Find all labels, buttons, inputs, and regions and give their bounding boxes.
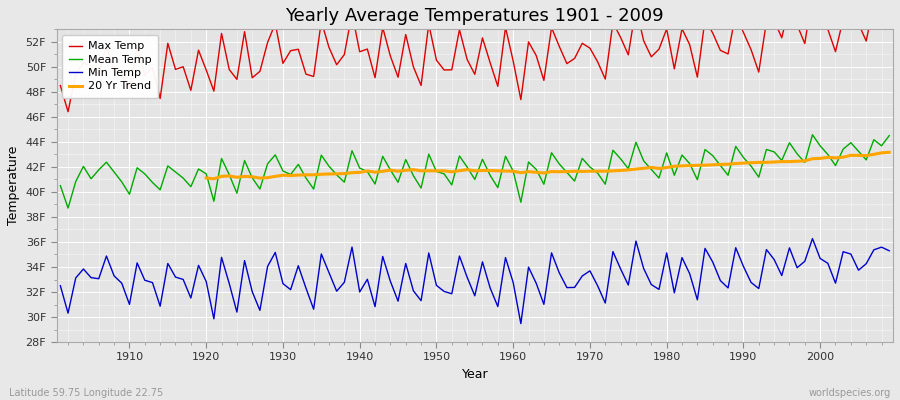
Line: Min Temp: Min Temp xyxy=(60,239,889,324)
Mean Temp xyxy=(807,132,818,137)
Min Temp xyxy=(608,249,618,254)
Text: worldspecies.org: worldspecies.org xyxy=(809,388,891,398)
Mean Temp xyxy=(339,180,350,184)
Min Temp xyxy=(285,287,296,292)
Max Temp xyxy=(508,58,518,63)
20 Yr Trend xyxy=(301,172,311,177)
Line: Max Temp: Max Temp xyxy=(60,0,889,112)
20 Yr Trend xyxy=(209,176,220,181)
Mean Temp xyxy=(63,206,74,210)
Min Temp xyxy=(116,281,127,286)
20 Yr Trend xyxy=(416,168,427,173)
Mean Temp xyxy=(292,162,303,167)
Mean Temp xyxy=(516,200,526,205)
20 Yr Trend xyxy=(884,150,895,155)
Min Temp xyxy=(516,321,526,326)
Min Temp xyxy=(807,236,818,241)
Min Temp xyxy=(55,283,66,288)
Title: Yearly Average Temperatures 1901 - 2009: Yearly Average Temperatures 1901 - 2009 xyxy=(285,7,664,25)
Min Temp xyxy=(331,289,342,294)
Max Temp xyxy=(608,20,618,25)
Mean Temp xyxy=(55,183,66,188)
X-axis label: Year: Year xyxy=(462,368,488,381)
Max Temp xyxy=(339,52,350,57)
Max Temp xyxy=(55,83,66,88)
Line: Mean Temp: Mean Temp xyxy=(60,135,889,208)
Mean Temp xyxy=(508,169,518,174)
Min Temp xyxy=(500,255,511,260)
Min Temp xyxy=(508,280,518,285)
Max Temp xyxy=(292,47,303,52)
Max Temp xyxy=(63,109,74,114)
Mean Temp xyxy=(884,133,895,138)
Max Temp xyxy=(124,87,135,92)
Mean Temp xyxy=(608,148,618,153)
20 Yr Trend xyxy=(684,163,695,168)
Y-axis label: Temperature: Temperature xyxy=(7,146,20,225)
20 Yr Trend xyxy=(792,159,803,164)
Line: 20 Yr Trend: 20 Yr Trend xyxy=(206,152,889,179)
Legend: Max Temp, Mean Temp, Min Temp, 20 Yr Trend: Max Temp, Mean Temp, Min Temp, 20 Yr Tre… xyxy=(62,35,158,98)
20 Yr Trend xyxy=(777,159,788,164)
Min Temp xyxy=(884,248,895,253)
Max Temp xyxy=(516,97,526,102)
Text: Latitude 59.75 Longitude 22.75: Latitude 59.75 Longitude 22.75 xyxy=(9,388,163,398)
20 Yr Trend xyxy=(860,153,871,158)
Mean Temp xyxy=(124,192,135,197)
20 Yr Trend xyxy=(201,176,212,180)
